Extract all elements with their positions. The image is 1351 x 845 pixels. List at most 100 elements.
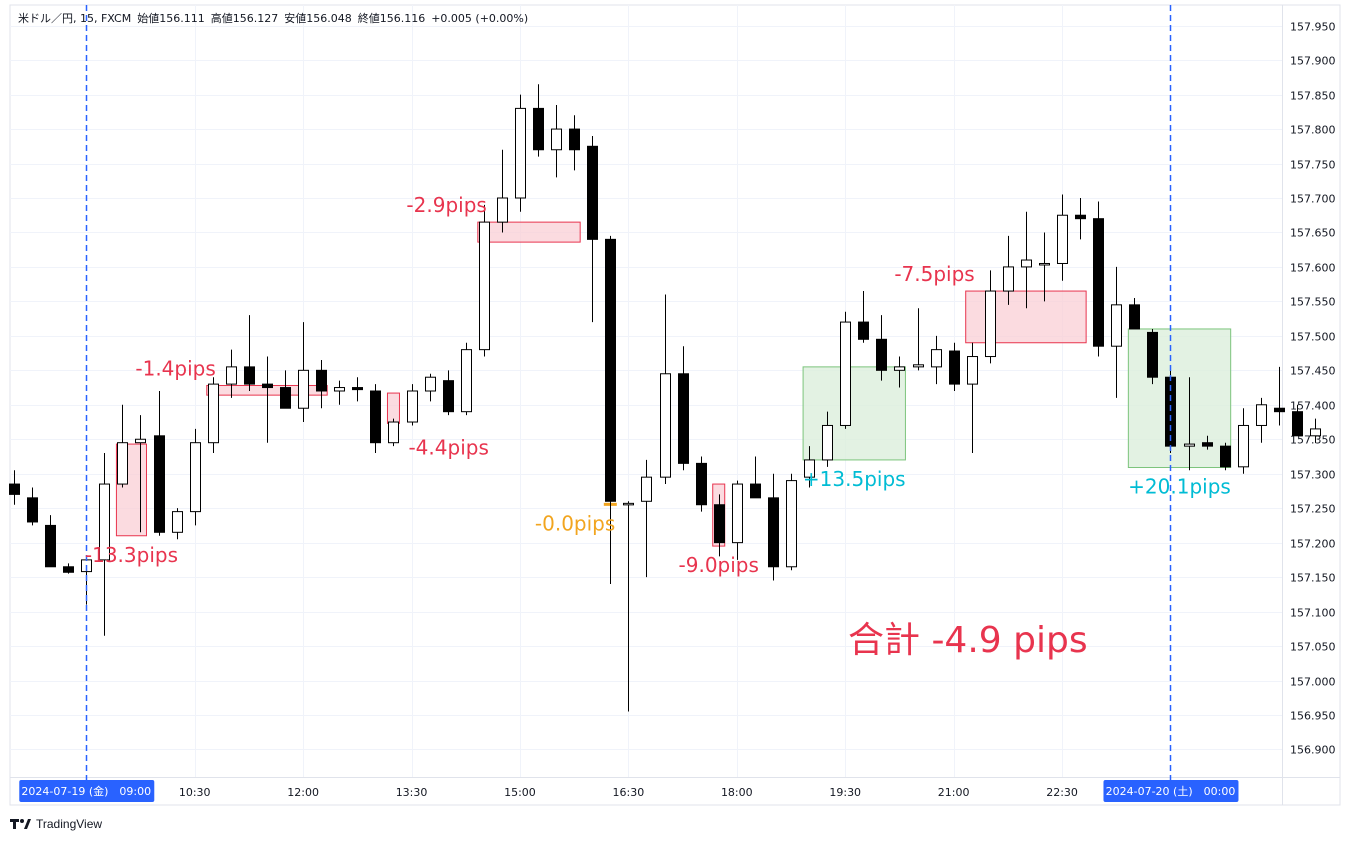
candle-bear[interactable] [45,524,56,568]
candle-bull[interactable] [894,366,905,371]
trade-result-label: -1.4pips [135,356,215,380]
candle-bull[interactable] [551,128,562,151]
candle-bear[interactable] [678,373,689,464]
price-tick-label: 157.450 [1290,365,1336,378]
price-tick-label: 157.000 [1290,676,1336,689]
candle-bull[interactable] [786,480,797,568]
candle-bull[interactable] [99,483,110,561]
candle-bull[interactable] [985,290,996,358]
candle-bull[interactable] [1310,428,1321,437]
candle-bear[interactable] [1147,331,1158,378]
candle-bull[interactable] [822,424,833,461]
candle-bear[interactable] [1292,411,1303,437]
candle-bull[interactable] [1003,266,1014,292]
candle-bull[interactable] [135,438,146,444]
candle-bear[interactable] [370,390,381,444]
candle-bear[interactable] [533,107,544,151]
candle-bull[interactable] [461,349,472,413]
candle-bull[interactable] [1238,424,1249,468]
candle-bear[interactable] [1274,407,1285,413]
session-time-badge[interactable] [19,780,155,802]
candle-bear[interactable] [750,483,761,499]
candle-bear[interactable] [443,380,454,413]
price-tick-label: 157.050 [1290,641,1336,654]
price-tick-label: 157.900 [1290,55,1336,68]
candle-bear[interactable] [1075,214,1086,220]
candle-bull[interactable] [840,321,851,426]
candle-bull[interactable] [931,349,942,368]
candle-bull[interactable] [967,356,978,385]
candle-bull[interactable] [407,390,418,423]
candle-bull[interactable] [1057,214,1068,264]
candle-bear[interactable] [63,566,74,573]
candle-bull[interactable] [1256,404,1267,426]
candle-bear[interactable] [280,387,291,409]
trade-box-loss[interactable] [477,221,581,243]
time-tick-label: 12:00 [287,786,319,799]
candle-bull[interactable] [1184,443,1195,447]
candle-bear[interactable] [1202,442,1213,447]
candle-bull[interactable] [1111,304,1122,347]
candle-bull[interactable] [515,107,526,199]
candle-bull[interactable] [913,364,924,368]
candle-bull[interactable] [425,376,436,392]
candle-bear[interactable] [1093,218,1104,347]
tradingview-brand[interactable]: TradingView [36,817,103,831]
candle-bear[interactable] [27,497,38,523]
price-tick-label: 157.600 [1290,262,1336,275]
time-tick-label: 13:30 [396,786,428,799]
candle-bull[interactable] [334,387,345,392]
candle-bear[interactable] [1129,304,1140,330]
price-tick-label: 157.950 [1290,21,1336,34]
candle-bear[interactable] [1220,445,1231,468]
candle-bear[interactable] [876,338,887,371]
trade-box-gain[interactable] [802,366,906,461]
candle-bull[interactable] [497,197,508,223]
candle-bull[interactable] [208,383,219,444]
candle-bull[interactable] [641,476,652,502]
candle-bear[interactable] [605,238,616,502]
candle-bull[interactable] [804,459,815,478]
candle-bear[interactable] [316,369,327,392]
candle-bull[interactable] [190,442,201,513]
candle-bear[interactable] [714,504,725,544]
candle-bear[interactable] [262,383,273,389]
candle-bear[interactable] [696,462,707,506]
candle-bear[interactable] [587,145,598,240]
total-pips-label: 合計 -4.9 pips [848,620,1088,661]
session-time-badge[interactable] [1103,780,1239,802]
candle-bear[interactable] [949,350,960,385]
candle-bear[interactable] [9,483,20,495]
candle-bear[interactable] [154,435,165,533]
candle-bull[interactable] [732,483,743,544]
candle-bull[interactable] [172,511,183,533]
candle-bull[interactable] [298,369,309,409]
price-tick-label: 156.950 [1290,710,1336,723]
price-tick-label: 157.800 [1290,124,1336,137]
candle-bull[interactable] [117,442,128,485]
candle-bear[interactable] [858,321,869,340]
candle-bull[interactable] [660,373,671,478]
price-tick-label: 157.100 [1290,607,1336,620]
candle-bull[interactable] [1039,262,1050,266]
candle-bull[interactable] [1021,259,1032,268]
session-time-badge-label: 2024-07-19 (金) 09:00 [21,784,151,798]
candle-bear[interactable] [768,497,779,568]
trade-box-loss[interactable] [965,290,1087,344]
candle-bear[interactable] [569,128,580,151]
tradingview-logo-icon[interactable] [10,818,32,830]
candle-bear[interactable] [352,387,363,391]
change-value: +0.005 (+0.00%) [431,12,528,25]
candle-bull[interactable] [623,502,634,506]
candle-bull[interactable] [226,366,237,385]
price-tick-label: 157.650 [1290,227,1336,240]
candle-bull[interactable] [479,221,490,351]
symbol-name: 米ドル／円, 15, FXCM [18,12,131,25]
candle-bear[interactable] [244,366,255,385]
candle-bull[interactable] [388,421,399,444]
trade-result-label: -13.3pips [85,543,178,567]
trade-box-gain[interactable] [1127,328,1232,469]
price-tick-label: 157.350 [1290,434,1336,447]
